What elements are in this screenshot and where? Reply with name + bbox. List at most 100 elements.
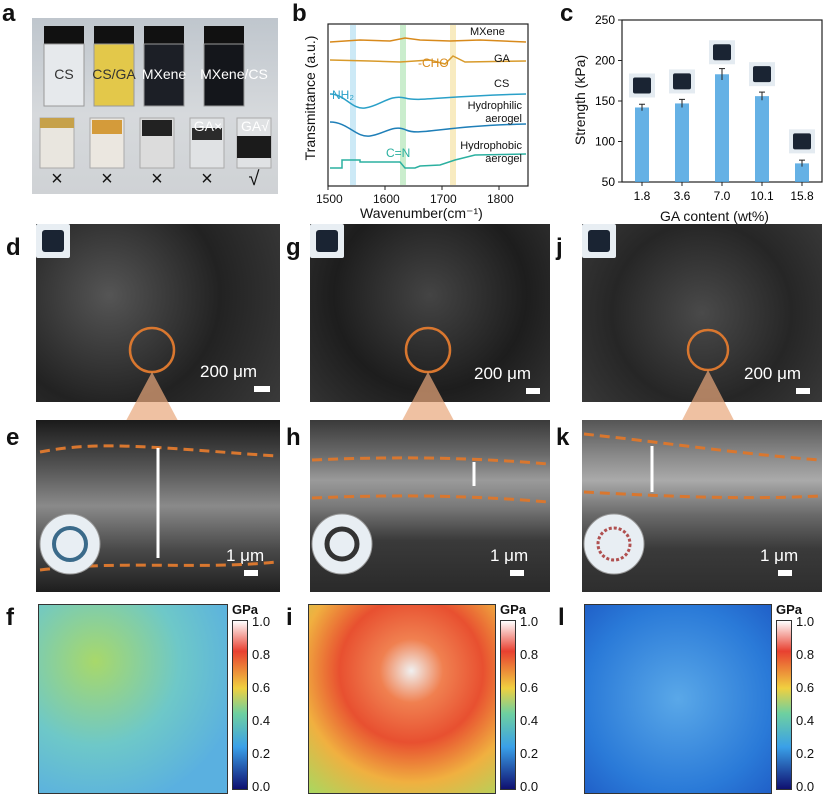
mark-2: × bbox=[101, 168, 113, 190]
colorbar-tick-1-5: 0.0 bbox=[520, 779, 539, 794]
scale-h: 1 μm bbox=[490, 546, 529, 565]
ftir-spectrum bbox=[327, 23, 529, 190]
c-bar-3.6 bbox=[675, 103, 689, 182]
cube-d bbox=[42, 230, 64, 252]
b-xtick-1700: 1700 bbox=[430, 192, 457, 206]
label-a: a bbox=[2, 0, 16, 27]
b-annot-cho: -CHO bbox=[418, 56, 449, 70]
b-trace-ga: GA bbox=[494, 53, 510, 65]
colorbar-tick-0-4: 0.2 bbox=[252, 746, 271, 761]
c-bar-15.8 bbox=[795, 163, 809, 182]
colorbar-tick-0-2: 0.6 bbox=[252, 680, 271, 695]
scalebar-k bbox=[778, 570, 792, 576]
trace-hydrophobic bbox=[330, 153, 527, 169]
mark-1: × bbox=[51, 168, 63, 190]
c-bar-10.1 bbox=[755, 96, 769, 182]
label-j: j bbox=[556, 234, 563, 261]
scale-d: 200 μm bbox=[200, 362, 258, 381]
trace-mxene bbox=[329, 37, 527, 43]
c-bar-7.0 bbox=[715, 74, 729, 182]
layer-overlays bbox=[39, 432, 821, 575]
colorbar-0 bbox=[232, 620, 248, 790]
b-xlabel: Wavenumber(cm⁻¹) bbox=[360, 205, 483, 221]
vial-label-ga-cross: GA× bbox=[193, 118, 223, 134]
colorbar-2 bbox=[776, 620, 792, 790]
zoom-connectors bbox=[120, 326, 740, 432]
scale-g: 200 μm bbox=[474, 364, 532, 383]
colorbar-1 bbox=[500, 620, 516, 790]
panel-a-photo: CS CS/GA MXene MXene/CS GA× GA√ × × × × … bbox=[32, 18, 278, 194]
vial-label-cs-ga: CS/GA bbox=[92, 66, 136, 82]
colorbar-tick-2-2: 0.6 bbox=[796, 680, 815, 695]
mark-4: × bbox=[201, 168, 213, 190]
vial-label-mxene: MXene bbox=[141, 66, 187, 82]
colorbar-tick-1-3: 0.4 bbox=[520, 713, 539, 728]
label-b: b bbox=[292, 0, 307, 27]
scalebar-h bbox=[510, 570, 524, 576]
scalebar-d bbox=[254, 386, 270, 392]
label-e: e bbox=[6, 424, 20, 451]
c-xtick-label-10.1: 10.1 bbox=[750, 189, 774, 203]
scale-e: 1 μm bbox=[226, 546, 265, 565]
colorbar-tick-0-0: 1.0 bbox=[252, 614, 271, 629]
strength-bar-chart: 50 100 150 200 250 1.8 3.6 7.0 10.1 15.8 bbox=[595, 13, 823, 203]
colorbar-tick-1-2: 0.6 bbox=[520, 680, 539, 695]
colorbar-tick-2-1: 0.8 bbox=[796, 647, 815, 662]
b-trace-hydrophobic: Hydrophobic aerogel bbox=[460, 140, 522, 165]
colorbar-tick-2-4: 0.2 bbox=[796, 746, 815, 761]
mark-5: √ bbox=[248, 168, 260, 190]
modulus-map-f bbox=[38, 604, 228, 794]
colorbar-tick-0-3: 0.4 bbox=[252, 713, 271, 728]
c-ytick-label-250: 250 bbox=[595, 13, 615, 27]
colorbar-unit-0: GPa bbox=[232, 602, 259, 617]
b-trace-cs: CS bbox=[494, 78, 510, 90]
label-i: i bbox=[286, 604, 293, 631]
colorbar-tick-0-5: 0.0 bbox=[252, 779, 271, 794]
scalebar-g bbox=[526, 388, 540, 394]
label-h: h bbox=[286, 424, 301, 451]
label-l: l bbox=[558, 604, 565, 631]
vial-label-cs: CS bbox=[54, 66, 74, 82]
c-ytick-label-100: 100 bbox=[595, 135, 615, 149]
c-sample-cube-10.1 bbox=[753, 66, 771, 83]
c-sample-cube-1.8 bbox=[633, 77, 651, 94]
label-k: k bbox=[556, 424, 570, 451]
b-xtick-1600: 1600 bbox=[373, 192, 400, 206]
c-xlabel: GA content (wt%) bbox=[660, 208, 769, 224]
colorbar-tick-2-0: 1.0 bbox=[796, 614, 815, 629]
cube-g bbox=[316, 230, 338, 252]
c-ytick-label-150: 150 bbox=[595, 94, 615, 108]
b-xtick-1800: 1800 bbox=[487, 192, 514, 206]
vials-illustration bbox=[39, 26, 272, 169]
colorbar-tick-1-4: 0.2 bbox=[520, 746, 539, 761]
colorbar-tick-0-1: 0.8 bbox=[252, 647, 271, 662]
colorbar-unit-2: GPa bbox=[776, 602, 803, 617]
trace-ga bbox=[329, 55, 527, 65]
label-f: f bbox=[6, 604, 14, 631]
c-xtick-label-15.8: 15.8 bbox=[790, 189, 814, 203]
mark-3: × bbox=[151, 168, 163, 190]
modulus-map-l bbox=[584, 604, 772, 794]
cube-j bbox=[588, 230, 610, 252]
trace-cs bbox=[329, 93, 527, 109]
c-sample-cube-7.0 bbox=[713, 44, 731, 61]
colorbar-tick-1-1: 0.8 bbox=[520, 647, 539, 662]
scale-k: 1 μm bbox=[760, 546, 799, 565]
c-sample-cube-3.6 bbox=[673, 73, 691, 90]
c-ytick-label-200: 200 bbox=[595, 54, 615, 68]
c-bar-1.8 bbox=[635, 107, 649, 182]
b-trace-mxene: MXene bbox=[470, 26, 505, 38]
c-xtick-label-1.8: 1.8 bbox=[634, 189, 651, 203]
b-xtick-1500: 1500 bbox=[316, 192, 343, 206]
b-annot-nh2: NH₂ bbox=[332, 88, 354, 102]
colorbar-tick-2-5: 0.0 bbox=[796, 779, 815, 794]
c-xtick-label-7.0: 7.0 bbox=[714, 189, 731, 203]
scale-j: 200 μm bbox=[744, 364, 802, 383]
label-c: c bbox=[560, 0, 574, 27]
c-sample-cube-15.8 bbox=[793, 133, 811, 150]
c-xtick-label-3.6: 3.6 bbox=[674, 189, 691, 203]
vial-label-ga-check: GA√ bbox=[241, 118, 269, 134]
scalebar-j bbox=[796, 388, 810, 394]
b-annot-cn: C=N bbox=[386, 146, 411, 160]
scalebar-e bbox=[244, 570, 258, 576]
